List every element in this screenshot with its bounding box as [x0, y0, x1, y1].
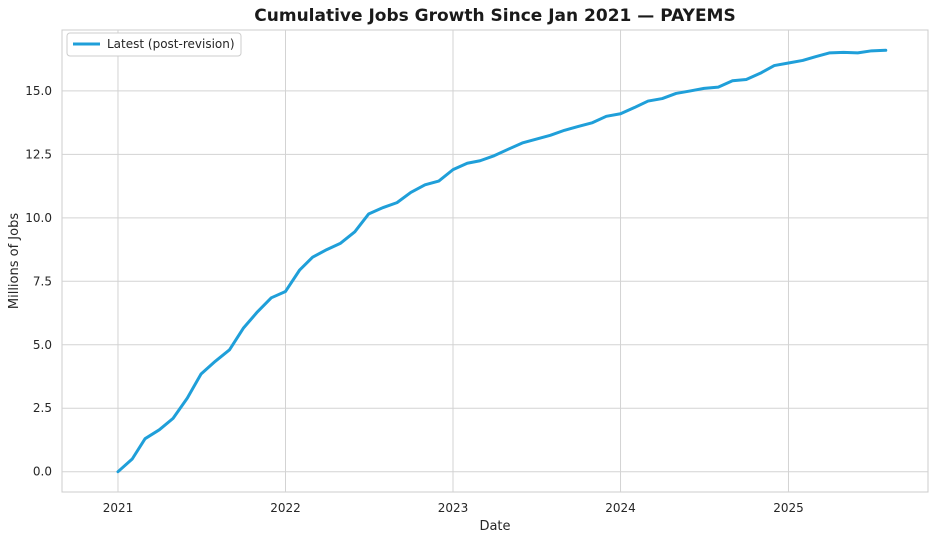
legend-box [66, 32, 242, 57]
y-tick-label: 15.0 [25, 84, 52, 98]
plot-area [61, 29, 929, 493]
y-tick-label: 10.0 [25, 211, 52, 225]
y-tick-label: 5.0 [33, 338, 52, 352]
series-line [116, 48, 888, 474]
y-tick-label: 7.5 [33, 274, 52, 288]
x-tick-label: 2023 [438, 501, 469, 515]
legend-label: Latest (post-revision) [107, 37, 235, 51]
x-tick-label: 2024 [605, 501, 636, 515]
x-ticks: 2021 2022 2023 2024 2025 [103, 501, 804, 515]
y-axis-label: Millions of Jobs [7, 213, 22, 309]
x-tick-label: 2021 [103, 501, 134, 515]
x-tick-label: 2025 [773, 501, 804, 515]
y-tick-label: 0.0 [33, 465, 52, 479]
legend: Latest (post-revision) [66, 32, 242, 57]
x-axis-label: Date [479, 519, 510, 534]
chart-title: Cumulative Jobs Growth Since Jan 2021 — … [254, 6, 735, 26]
y-ticks: 0.0 2.5 5.0 7.5 10.0 12.5 15.0 [25, 84, 52, 479]
y-tick-label: 2.5 [33, 401, 52, 415]
x-tick-label: 2022 [270, 501, 301, 515]
series-group [116, 48, 888, 474]
y-tick-label: 12.5 [25, 147, 52, 161]
